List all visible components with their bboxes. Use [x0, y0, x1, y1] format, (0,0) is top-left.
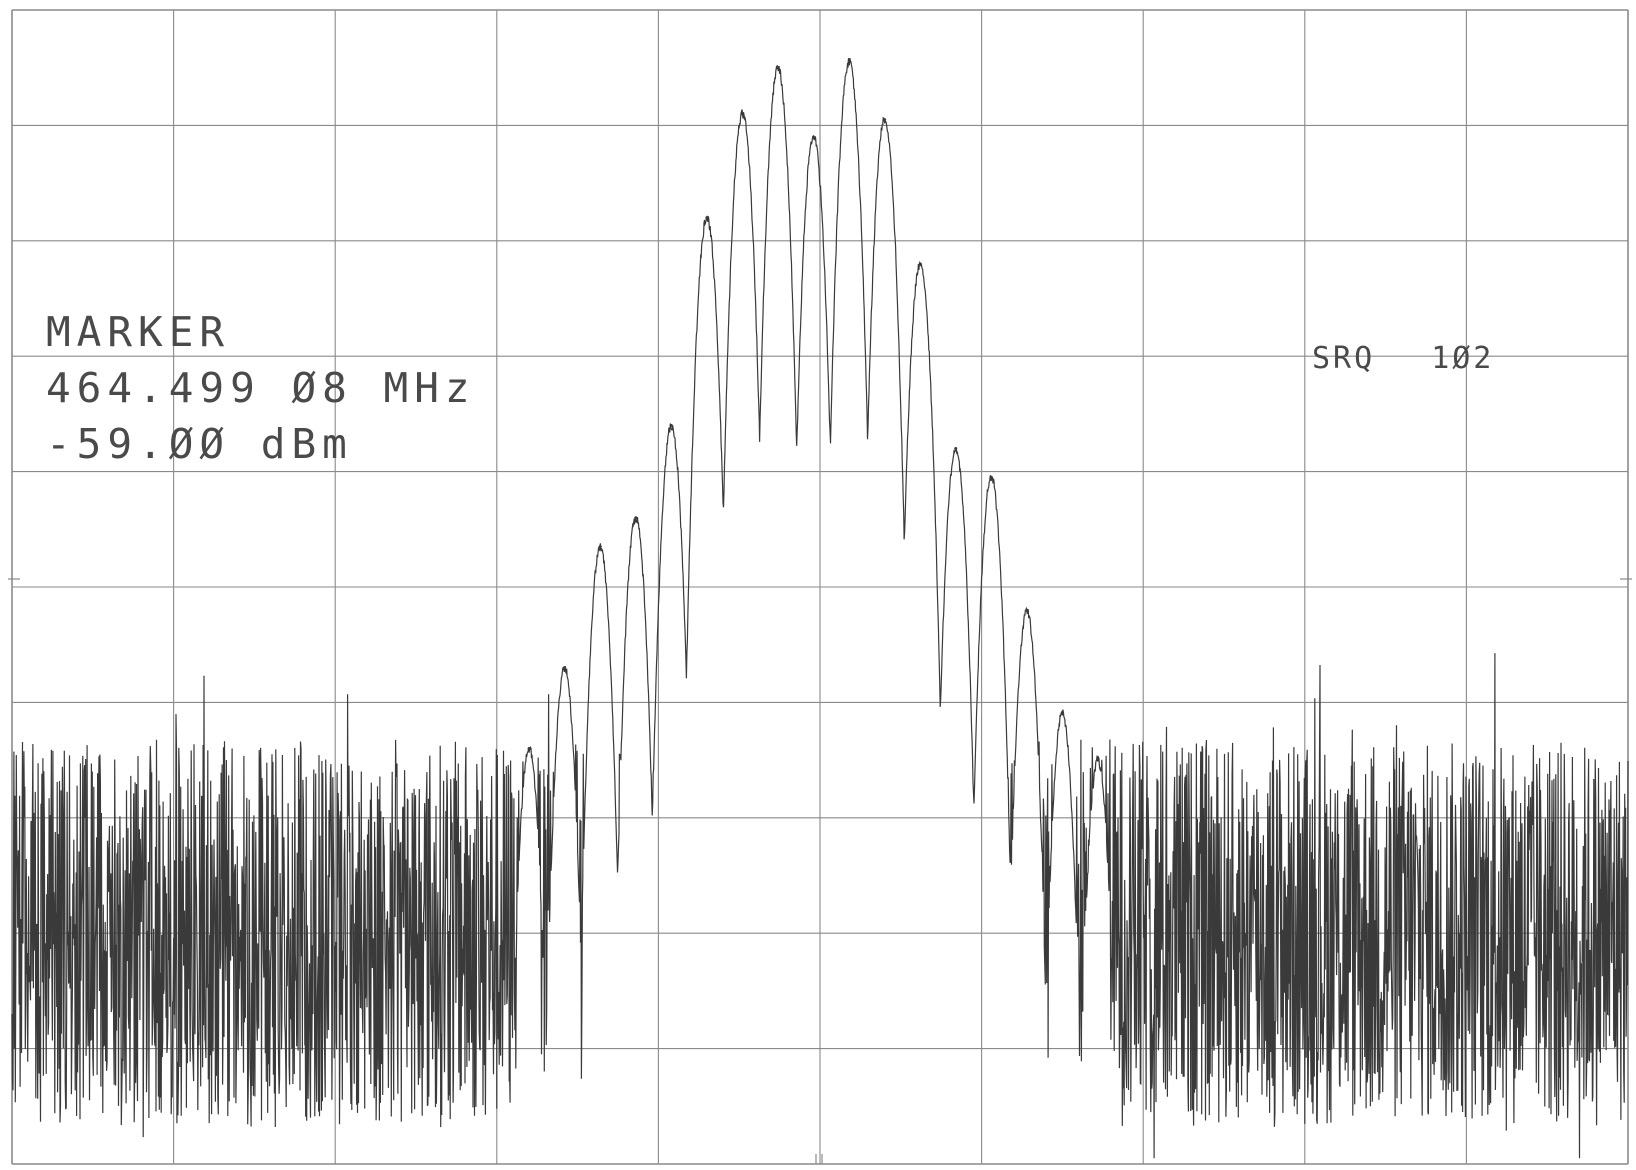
srq-code: 1Ø2: [1431, 341, 1495, 376]
sideband-peak-point: [669, 423, 673, 427]
sideband-peak-point: [847, 60, 851, 64]
marker-amplitude: -59.ØØ dBm: [46, 420, 353, 468]
sideband-peak-point: [1060, 712, 1064, 716]
sideband-peak-point: [989, 475, 993, 479]
sideband-peak-point: [1025, 608, 1029, 612]
sideband-peak-point: [1096, 758, 1100, 762]
sideband-peak-point: [634, 516, 638, 520]
sideband-peak-point: [527, 747, 531, 751]
sideband-peak-point: [776, 66, 780, 70]
marker-heading: MARKER: [46, 308, 231, 356]
sideband-peak-point: [705, 216, 709, 220]
sideband-peak-point: [563, 666, 567, 670]
srq-status: SRQ 1Ø2: [1312, 344, 1494, 374]
sideband-peak-point: [598, 545, 602, 549]
trace-line: [11, 57, 1629, 1159]
marker-frequency: 464.499 Ø8 MHz: [46, 364, 476, 412]
sideband-peak-point: [918, 262, 922, 266]
graticule: [8, 9, 1632, 1165]
sideband-peak-point: [740, 112, 744, 116]
sideband-peak-point: [883, 118, 887, 122]
srq-label: SRQ: [1312, 341, 1376, 376]
sideband-peak-point: [954, 447, 958, 451]
spectrum-trace: [11, 57, 1629, 1159]
marker-readout: MARKER 464.499 Ø8 MHz -59.ØØ dBm: [46, 312, 476, 480]
sideband-peak-point: [812, 135, 816, 139]
